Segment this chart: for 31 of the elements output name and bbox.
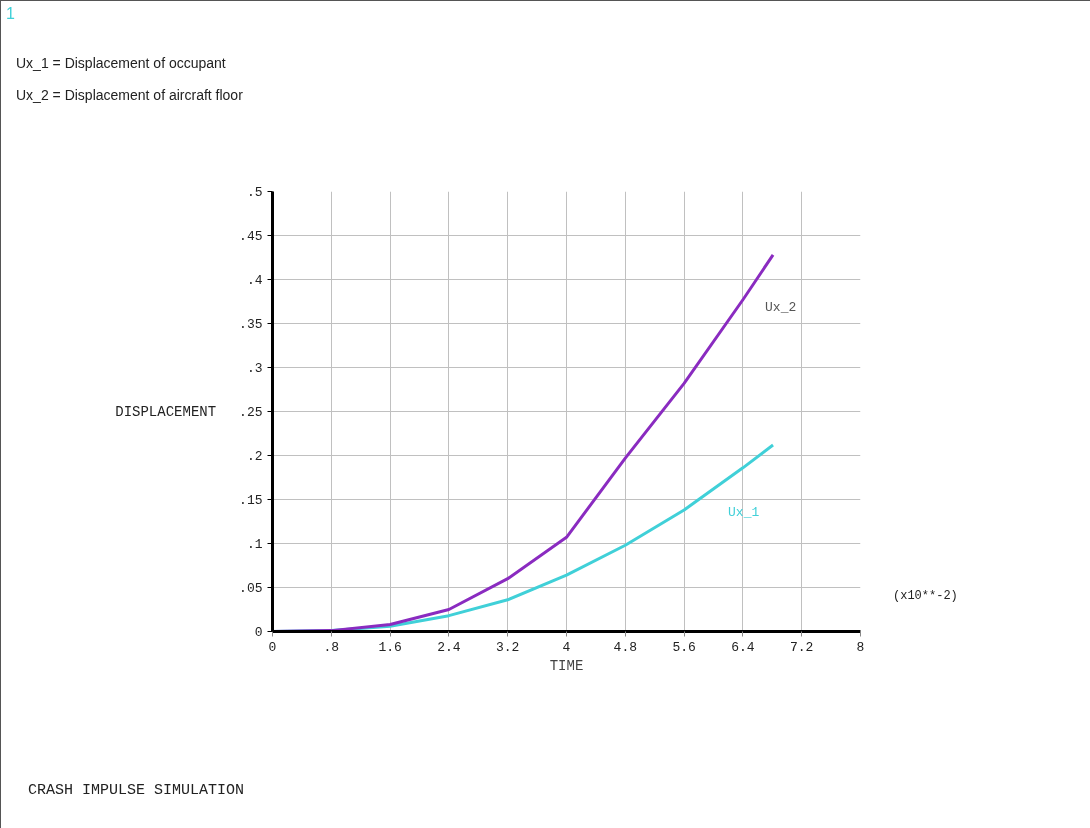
y-tick-label: .3 (246, 361, 263, 376)
y-tick-label: .25 (239, 405, 263, 420)
x-tick-label: 4.8 (613, 639, 637, 655)
x-tick-label: 5.6 (672, 639, 696, 655)
x-tick-label: 7.2 (790, 639, 814, 655)
y-tick-label: .45 (239, 229, 263, 244)
y-tick-label: .4 (246, 273, 263, 288)
y-tick-label: .2 (246, 449, 263, 464)
text: Ux_2 = Displacement of aircraft floor (16, 87, 243, 103)
x-tick-label: 2.4 (437, 639, 461, 655)
x-tick-label: 3.2 (496, 639, 520, 655)
y-tick-label: .05 (239, 581, 263, 596)
series-label: Ux_1 (728, 504, 760, 520)
y-tick-label: .15 (239, 493, 263, 508)
text: (x10**-2) (893, 588, 958, 605)
y-axis-title: DISPLACEMENT (115, 403, 217, 420)
text: 1 (6, 5, 16, 22)
x-tick-label: 4 (562, 639, 571, 655)
y-tick-label: .35 (239, 317, 263, 332)
y-tick-label: .5 (246, 185, 263, 200)
y-tick-label: .1 (246, 537, 263, 552)
text: CRASH IMPULSE SIMULATION (28, 781, 245, 801)
x-tick-label: 1.6 (378, 639, 402, 655)
x-axis-title: TIME (549, 657, 584, 674)
series-label: Ux_2 (765, 299, 797, 315)
text: Ux_1 = Displacement of occupant (16, 55, 227, 71)
x-tick-label: 8 (856, 639, 865, 655)
x-tick-label: 6.4 (731, 639, 755, 655)
y-tick-label: 0 (254, 625, 263, 640)
x-tick-label: 0 (268, 639, 277, 655)
x-tick-label: .8 (323, 639, 340, 655)
